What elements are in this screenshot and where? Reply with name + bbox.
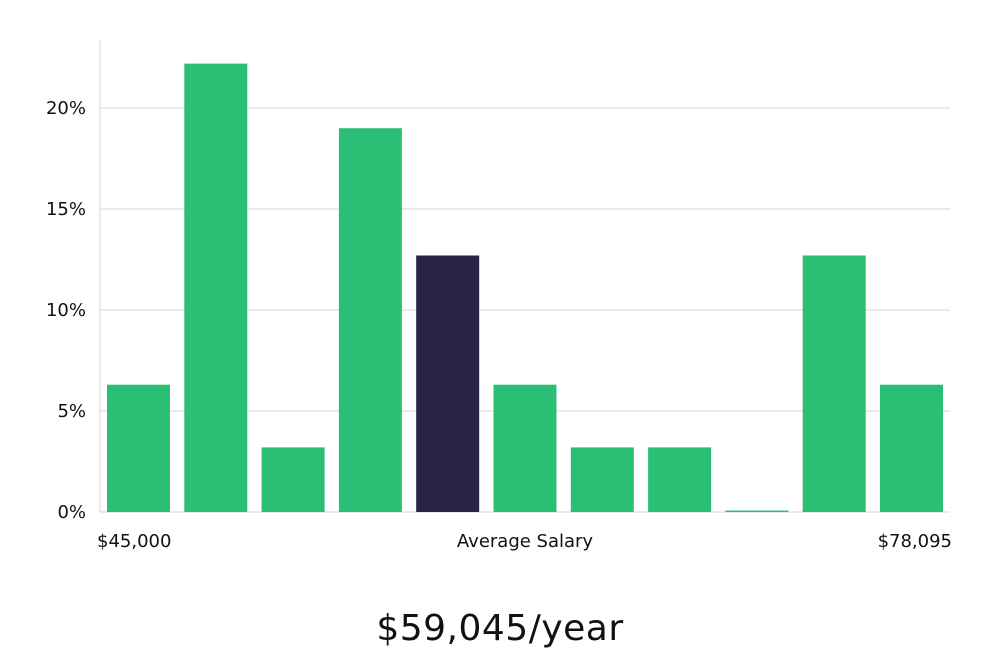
bar <box>493 384 557 512</box>
x-label-right: $78,095 <box>878 531 952 552</box>
bar <box>107 384 170 512</box>
y-tick-label: 0% <box>57 502 86 523</box>
bar <box>648 447 712 512</box>
y-tick-label: 5% <box>57 401 86 422</box>
bar <box>570 447 634 512</box>
bar <box>338 128 402 512</box>
bar-average-salary <box>416 255 480 512</box>
bar <box>725 510 789 512</box>
y-axis-ticks: 0% 5% 10% 15% 20% <box>46 98 86 523</box>
x-label-left: $45,000 <box>97 531 171 552</box>
x-label-center: Average Salary <box>457 531 594 552</box>
y-tick-label: 20% <box>46 98 86 119</box>
bars <box>107 63 943 512</box>
bar <box>261 447 325 512</box>
y-tick-label: 10% <box>46 300 86 321</box>
average-salary-headline: $59,045/year <box>376 608 624 649</box>
salary-histogram: 0% 5% 10% 15% 20% $45,000 Average Salary $78… <box>46 40 952 552</box>
bar <box>184 63 248 512</box>
y-tick-label: 15% <box>46 199 86 220</box>
bar <box>880 384 943 512</box>
bar <box>802 255 866 512</box>
